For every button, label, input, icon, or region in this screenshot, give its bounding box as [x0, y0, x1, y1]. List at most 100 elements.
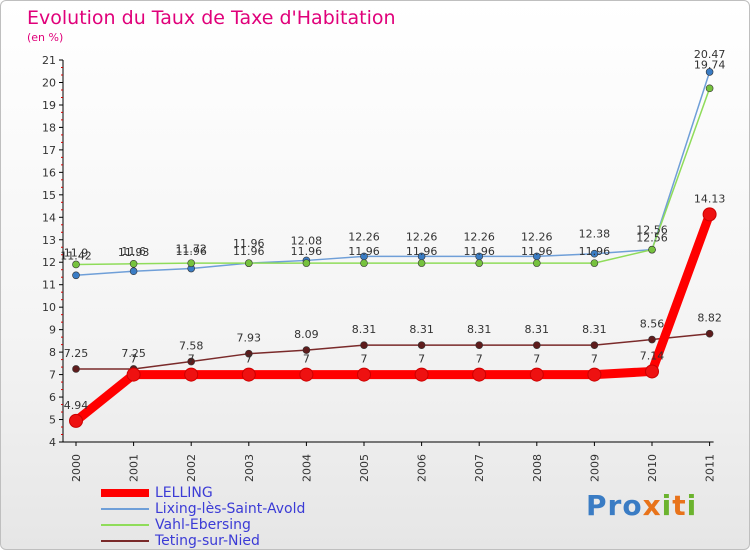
- data-label: 12.38: [579, 228, 611, 241]
- data-point: [129, 260, 138, 268]
- y-tick-label: 7: [49, 369, 56, 382]
- y-tick-label: 15: [42, 189, 56, 202]
- brand-letter: i: [686, 489, 698, 522]
- x-tick-label: 2003: [243, 454, 256, 482]
- data-point: [302, 346, 311, 354]
- data-point: [72, 260, 80, 269]
- data-point: [648, 335, 656, 344]
- data-point: [126, 367, 141, 382]
- data-point: [299, 367, 314, 382]
- chart-lines: [69, 68, 717, 428]
- data-point: [357, 367, 371, 382]
- legend-item: Vahl-Ebersing: [101, 517, 305, 533]
- data-label: 7.58: [179, 340, 204, 353]
- data-label: 11.9: [64, 246, 89, 259]
- data-point: [69, 413, 83, 428]
- data-label: 8.56: [640, 318, 665, 331]
- data-point: [417, 259, 426, 267]
- data-label: 11.96: [521, 245, 553, 258]
- y-tick-label: 10: [42, 301, 56, 314]
- brand-letter: t: [672, 489, 687, 522]
- series-line-Lixing-lès-Saint-Avold: [75, 71, 711, 277]
- series-line-Vahl-Ebersing: [75, 88, 711, 266]
- data-label: 12.26: [406, 230, 438, 243]
- data-point: [705, 84, 714, 93]
- brand-letter: P: [586, 489, 608, 522]
- data-label: 8.82: [697, 312, 722, 325]
- brand-letter: o: [622, 489, 643, 522]
- data-point: [475, 341, 484, 349]
- x-tick-label: 2009: [588, 454, 601, 482]
- data-point: [360, 341, 368, 349]
- data-point: [417, 341, 426, 349]
- legend-swatch: [101, 508, 149, 510]
- data-label: 12.56: [636, 232, 668, 245]
- data-label: 7.14: [640, 349, 665, 362]
- y-tick-label: 17: [42, 144, 56, 157]
- data-point: [129, 267, 138, 276]
- brand-letter: x: [642, 489, 662, 522]
- brand-letter: i: [661, 489, 673, 522]
- x-tick-label: 2010: [646, 454, 659, 482]
- data-label: 7.25: [121, 347, 146, 360]
- y-tick-label: 20: [42, 76, 56, 89]
- data-point: [587, 367, 602, 382]
- chart-unit: (en %): [27, 31, 64, 44]
- data-label: 7: [418, 353, 425, 366]
- legend-item: Lixing-lès-Saint-Avold: [101, 501, 305, 517]
- data-label: 11.96: [463, 245, 495, 258]
- data-point: [475, 259, 484, 267]
- data-label: 8.31: [525, 323, 550, 336]
- data-label: 8.31: [467, 323, 492, 336]
- y-tick-label: 21: [42, 54, 56, 67]
- y-tick-label: 13: [42, 234, 56, 247]
- data-label: 12.56: [636, 224, 668, 237]
- y-tick-label: 9: [49, 324, 56, 337]
- data-point: [648, 245, 656, 254]
- y-tick-label: 5: [49, 414, 56, 427]
- data-point: [702, 207, 717, 222]
- y-tick-label: 18: [42, 121, 56, 134]
- legend-swatch: [101, 540, 149, 542]
- legend-label: Lixing-lès-Saint-Avold: [155, 501, 306, 517]
- data-label: 8.31: [352, 323, 377, 336]
- y-tick-label: 14: [42, 211, 56, 224]
- legend-label: Teting-sur-Nied: [155, 533, 260, 549]
- data-point: [532, 259, 541, 267]
- data-label: 7.25: [64, 347, 89, 360]
- data-label: 7: [476, 353, 483, 366]
- data-point: [414, 367, 429, 382]
- data-point: [590, 259, 599, 267]
- data-label: 8.09: [294, 328, 319, 341]
- legend-item: LELLING: [101, 485, 305, 501]
- data-label: 11.96: [233, 245, 265, 258]
- data-point: [472, 367, 487, 382]
- data-label: 11.96: [233, 237, 265, 250]
- data-point: [590, 249, 599, 258]
- data-label: 11.96: [175, 245, 207, 258]
- series-line-Teting-sur-Nied: [76, 332, 710, 370]
- y-tick-label: 6: [49, 391, 56, 404]
- data-label: 7: [361, 353, 368, 366]
- x-tick-label: 2002: [185, 454, 198, 482]
- data-label: 11.96: [348, 245, 380, 258]
- data-label: 7: [245, 353, 252, 366]
- data-point: [705, 68, 714, 76]
- data-point: [645, 364, 659, 379]
- data-label: 4.94: [64, 399, 89, 412]
- chart-title: Evolution du Taux de Taxe d'Habitation: [27, 7, 396, 29]
- brand-logo: Proxiti: [586, 489, 697, 522]
- data-point: [245, 349, 253, 358]
- legend-swatch: [101, 524, 149, 526]
- legend-label: Vahl-Ebersing: [155, 517, 251, 533]
- data-label: 19.74: [694, 58, 726, 71]
- data-label: 12.26: [463, 230, 495, 243]
- data-point: [241, 367, 256, 382]
- data-label: 8.31: [582, 323, 607, 336]
- data-point: [187, 259, 195, 267]
- y-tick-label: 11: [42, 279, 56, 292]
- data-point: [302, 259, 311, 267]
- data-label: 7: [303, 353, 310, 366]
